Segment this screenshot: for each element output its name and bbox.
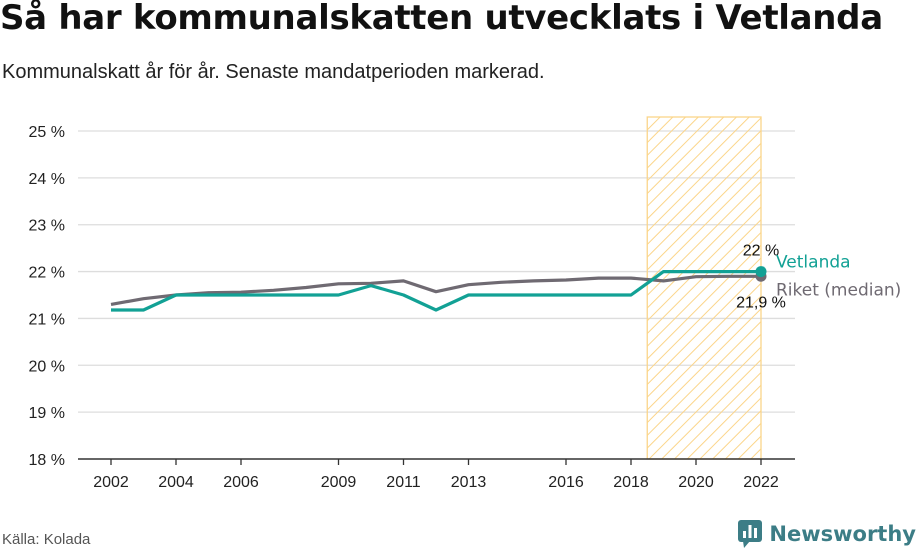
x-tick-label: 2013	[451, 474, 487, 491]
y-tick-label: 20 %	[29, 358, 65, 375]
series-label-riket: Riket (median)	[776, 280, 901, 300]
y-tick-label: 19 %	[29, 405, 65, 422]
chart-subtitle: Kommunalskatt år för år. Senaste mandatp…	[2, 61, 545, 83]
y-tick-label: 18 %	[29, 452, 65, 469]
source-note: Källa: Kolada	[2, 531, 91, 548]
chart-title: Så har kommunalskatten utvecklats i Vetl…	[0, 0, 883, 38]
x-tick-label: 2016	[548, 474, 584, 491]
x-tick-label: 2011	[386, 474, 421, 491]
y-tick-label: 23 %	[29, 218, 65, 235]
value-label-riket: 21,9 %	[736, 294, 786, 311]
x-tick-label: 2018	[613, 474, 649, 491]
x-tick-label: 2020	[678, 474, 714, 491]
y-tick-label: 25 %	[29, 124, 65, 141]
end-point-vetlanda	[755, 266, 767, 278]
brand-name: Newsworthy	[769, 522, 916, 546]
x-tick-label: 2022	[743, 474, 779, 491]
x-tick-label: 2006	[223, 474, 259, 491]
value-label-vetlanda: 22 %	[743, 243, 779, 260]
series-label-vetlanda: Vetlanda	[776, 253, 851, 273]
x-tick-label: 2009	[321, 474, 357, 491]
y-tick-label: 21 %	[29, 311, 65, 328]
mandate-period-highlight	[646, 116, 762, 460]
y-tick-label: 24 %	[29, 171, 65, 188]
series-line-vetlanda	[111, 270, 761, 312]
newsworthy-logo-icon	[738, 520, 763, 548]
x-tick-label: 2004	[158, 474, 194, 491]
brand-logo: Newsworthy	[737, 519, 916, 549]
y-tick-label: 22 %	[29, 265, 65, 282]
x-tick-label: 2002	[93, 474, 129, 491]
